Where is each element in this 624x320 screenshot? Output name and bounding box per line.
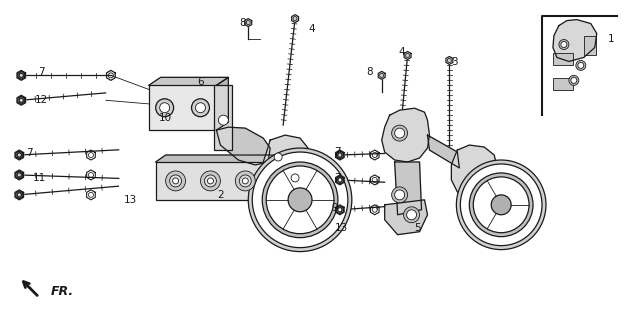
Polygon shape — [15, 150, 24, 160]
Circle shape — [240, 175, 251, 187]
Circle shape — [491, 195, 511, 215]
Text: 4: 4 — [398, 47, 405, 58]
Circle shape — [195, 103, 205, 113]
Polygon shape — [17, 70, 26, 80]
Circle shape — [155, 99, 173, 117]
Text: 11: 11 — [32, 173, 46, 183]
Circle shape — [173, 178, 178, 184]
Circle shape — [291, 174, 299, 182]
Text: 8: 8 — [239, 18, 246, 28]
Polygon shape — [404, 52, 411, 60]
Bar — [215, 85, 232, 150]
Polygon shape — [384, 200, 427, 235]
Circle shape — [262, 162, 338, 238]
Circle shape — [473, 177, 529, 233]
Circle shape — [571, 77, 577, 83]
Text: 7: 7 — [334, 147, 341, 157]
Text: 2: 2 — [217, 190, 224, 200]
Circle shape — [392, 187, 407, 203]
Polygon shape — [155, 155, 275, 162]
Circle shape — [456, 160, 546, 250]
Polygon shape — [245, 19, 251, 27]
Circle shape — [469, 173, 533, 237]
Polygon shape — [394, 162, 422, 215]
Polygon shape — [291, 15, 298, 23]
Circle shape — [248, 148, 352, 252]
Text: 7: 7 — [334, 173, 341, 183]
Text: 4: 4 — [309, 24, 315, 34]
Circle shape — [274, 153, 282, 161]
Circle shape — [561, 42, 567, 47]
Polygon shape — [427, 135, 459, 168]
Circle shape — [461, 164, 542, 246]
Polygon shape — [336, 150, 344, 160]
Bar — [584, 36, 596, 55]
Polygon shape — [553, 20, 597, 61]
Text: 5: 5 — [414, 223, 421, 233]
Circle shape — [235, 171, 255, 191]
Polygon shape — [382, 108, 429, 162]
Circle shape — [218, 115, 228, 125]
Bar — [155, 162, 265, 200]
Circle shape — [559, 40, 569, 50]
Bar — [553, 53, 573, 65]
Circle shape — [242, 178, 248, 184]
Circle shape — [170, 175, 182, 187]
Circle shape — [207, 178, 213, 184]
Circle shape — [200, 171, 220, 191]
Circle shape — [192, 99, 210, 117]
Bar — [553, 78, 573, 90]
Circle shape — [569, 76, 579, 85]
Circle shape — [407, 210, 417, 220]
Polygon shape — [378, 71, 385, 79]
Text: 13: 13 — [335, 223, 348, 233]
Text: 9: 9 — [331, 203, 338, 213]
Polygon shape — [149, 77, 228, 85]
Polygon shape — [336, 175, 344, 185]
Circle shape — [392, 125, 407, 141]
Circle shape — [578, 62, 584, 68]
Text: 8: 8 — [366, 68, 373, 77]
Text: 12: 12 — [34, 95, 48, 105]
Circle shape — [404, 207, 419, 223]
Circle shape — [394, 128, 404, 138]
Text: 10: 10 — [159, 113, 172, 123]
Polygon shape — [217, 127, 270, 165]
Polygon shape — [263, 135, 310, 195]
Circle shape — [576, 60, 586, 70]
Text: 1: 1 — [607, 34, 614, 44]
Circle shape — [165, 171, 185, 191]
Text: 3: 3 — [451, 57, 457, 68]
Circle shape — [266, 166, 334, 234]
Polygon shape — [15, 190, 24, 200]
Circle shape — [205, 175, 217, 187]
Text: 7: 7 — [38, 68, 44, 77]
Text: FR.: FR. — [51, 285, 74, 298]
Circle shape — [252, 152, 348, 248]
Text: 7: 7 — [26, 148, 32, 158]
Text: 6: 6 — [197, 77, 204, 87]
Circle shape — [160, 103, 170, 113]
Bar — [149, 85, 217, 130]
Circle shape — [288, 188, 312, 212]
Polygon shape — [17, 95, 26, 105]
Polygon shape — [446, 56, 453, 64]
Circle shape — [394, 190, 404, 200]
Polygon shape — [217, 77, 228, 130]
Text: 13: 13 — [124, 195, 137, 205]
Polygon shape — [451, 145, 497, 197]
Polygon shape — [336, 205, 344, 215]
Polygon shape — [15, 170, 24, 180]
